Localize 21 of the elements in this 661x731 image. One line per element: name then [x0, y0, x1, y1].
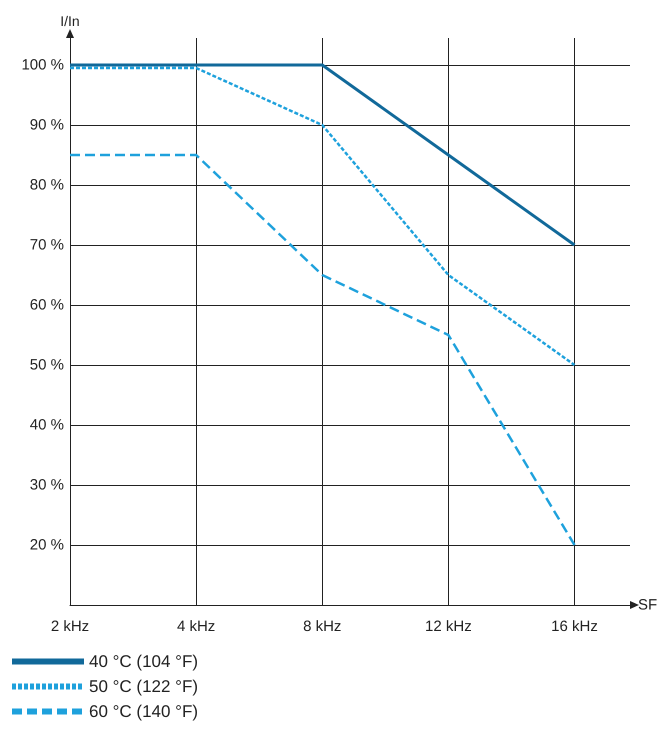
x-tick-label: 4 kHz [176, 618, 216, 635]
line-series [68, 66, 576, 366]
y-tick-label: 40 % [30, 416, 64, 434]
y-tick-label: 50 % [30, 356, 64, 374]
legend-label: 50 °C (122 °F) [89, 677, 198, 696]
legend-label: 60 °C (140 °F) [89, 702, 198, 721]
line-series [68, 154, 576, 546]
x-tick-label: 12 kHz [425, 618, 472, 635]
y-axis-title: I/In [60, 13, 80, 29]
x-axis-title: SF [638, 596, 658, 614]
y-tick-label: 20 % [30, 536, 64, 554]
x-tick-label: 2 kHz [50, 618, 90, 635]
y-tick-label: 80 % [30, 176, 64, 194]
x-tick-label: 16 kHz [551, 618, 598, 635]
y-tick-label: 30 % [30, 476, 64, 494]
y-tick-label: 60 % [30, 296, 64, 314]
x-tick-label: 8 kHz [303, 618, 342, 635]
y-tick-label: 90 % [30, 116, 64, 134]
y-tick-label: 100 % [21, 56, 64, 74]
y-tick-label: 70 % [30, 236, 64, 254]
legend-label: 40 °C (104 °F) [89, 652, 198, 671]
